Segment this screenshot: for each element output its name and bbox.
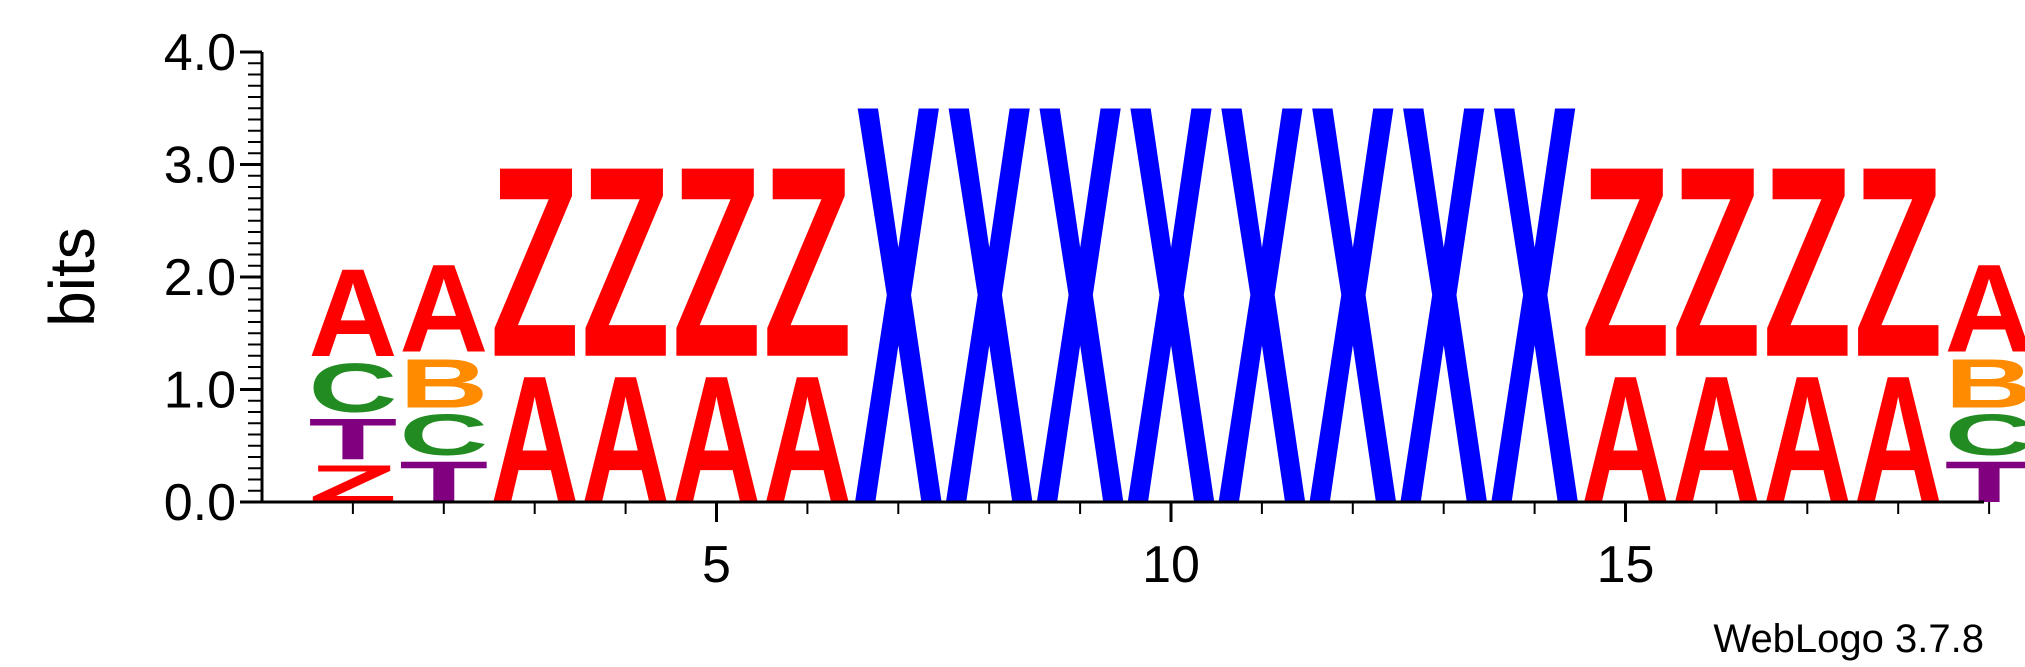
logo-letter-x: X <box>1490 0 1580 625</box>
logo-letter-x: X <box>1399 0 1489 625</box>
y-tick-label: 1.0 <box>164 362 236 420</box>
logo-letter-c: C <box>1945 402 2025 467</box>
logo-letter-x: X <box>945 0 1035 625</box>
logo-letter-z: Z <box>490 111 579 414</box>
logo-letter-a: A <box>1945 238 2025 378</box>
x-tick-label: 5 <box>702 536 731 594</box>
logo-letter-x: X <box>1308 0 1398 625</box>
logo-letter-c: C <box>399 402 488 467</box>
logo-letter-b: B <box>399 345 488 423</box>
y-tick-label: 2.0 <box>164 249 236 307</box>
logo-letter-x: X <box>854 0 944 625</box>
footer-version-text: WebLogo 3.7.8 <box>1713 617 1984 661</box>
y-tick-label: 4.0 <box>164 24 236 82</box>
logo-letter-x: X <box>1217 0 1307 625</box>
x-tick-label: 10 <box>1142 536 1200 594</box>
logo-letter-t: T <box>308 406 397 472</box>
logo-letter-a: A <box>308 243 397 383</box>
logo-letter-z: Z <box>763 111 852 414</box>
logo-letter-z: Z <box>1854 111 1943 414</box>
y-major-ticks: 0.0 1.0 2.0 3.0 4.0 <box>164 24 262 532</box>
logo-letter-z: Z <box>1763 111 1852 414</box>
logo-letter-z: Z <box>672 111 761 414</box>
logo-letter-x: X <box>1127 0 1217 625</box>
logo-letter-z: Z <box>1581 111 1670 414</box>
y-tick-label: 0.0 <box>164 474 236 532</box>
logo-letter-t: T <box>1945 449 2025 515</box>
logo-letter-z: Z <box>581 111 670 414</box>
x-tick-label: 15 <box>1597 536 1655 594</box>
logo-letter-c: C <box>308 349 397 427</box>
y-axis-label: bits <box>36 227 108 327</box>
x-ticks: 5 10 15 <box>351 502 1991 594</box>
logo-letter-x: X <box>1036 0 1126 625</box>
logo-letter-a: A <box>399 238 488 378</box>
logo-letter-z: Z <box>1672 111 1761 414</box>
axes: 0.0 1.0 2.0 3.0 4.0 5 10 15 <box>164 24 1991 594</box>
logo-letter-b: B <box>1945 345 2025 423</box>
y-tick-label: 3.0 <box>164 137 236 195</box>
